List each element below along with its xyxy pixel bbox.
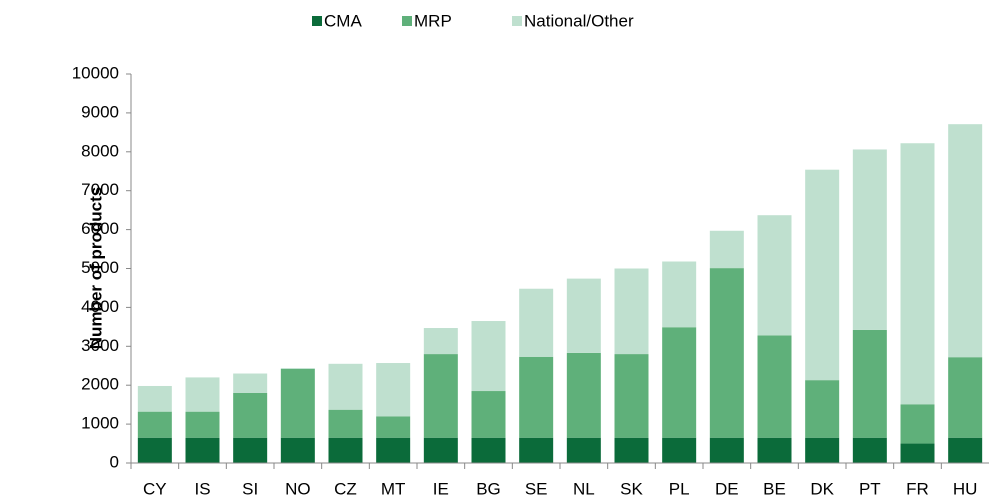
bar-segment [423, 437, 458, 463]
bar-segment [233, 437, 268, 463]
bar-segment [757, 437, 792, 463]
bar-segment [471, 437, 506, 463]
y-tick-label: 1000 [81, 414, 119, 433]
bar-segment [900, 143, 935, 405]
x-tick-label: NL [573, 479, 595, 498]
legend-label: National/Other [524, 11, 634, 30]
bar-segment [709, 230, 744, 269]
bar-segment [852, 329, 887, 438]
legend-label: CMA [324, 11, 362, 30]
bar-segment [566, 352, 601, 438]
x-tick-label: SI [242, 479, 258, 498]
bar-segment [185, 411, 220, 438]
x-tick-label: FR [906, 479, 929, 498]
y-tick-label: 8000 [81, 141, 119, 160]
x-tick-label: MT [381, 479, 406, 498]
legend-swatch [512, 16, 522, 26]
x-tick-label: PL [669, 479, 690, 498]
bar-segment [709, 437, 744, 463]
y-tick-label: 0 [110, 452, 119, 471]
bar-segment [662, 327, 697, 438]
bar-segment [614, 268, 649, 355]
x-tick-label: HU [953, 479, 978, 498]
bar-segment [280, 368, 315, 438]
y-tick-label: 5000 [81, 258, 119, 277]
bar-segment [471, 321, 506, 392]
x-tick-label: CY [143, 479, 167, 498]
x-tick-label: IS [194, 479, 210, 498]
bar-segment [137, 437, 172, 463]
bar-segment [519, 288, 554, 357]
bar-segment [376, 437, 411, 463]
x-tick-label: BE [763, 479, 786, 498]
y-tick-label: 4000 [81, 297, 119, 316]
y-tick-label: 10000 [72, 63, 119, 82]
bar-segment [137, 385, 172, 412]
x-tick-label: NO [285, 479, 311, 498]
x-tick-label: IE [433, 479, 449, 498]
bar-segment [471, 391, 506, 438]
y-tick-label: 7000 [81, 180, 119, 199]
bar-segment [280, 437, 315, 463]
bar-segment [280, 368, 315, 369]
bar-segment [233, 392, 268, 438]
bar-segment [328, 363, 363, 410]
x-tick-label: SK [620, 479, 643, 498]
bar-segment [423, 328, 458, 355]
bar-segment [662, 437, 697, 463]
bar-segment [328, 409, 363, 438]
legend-label: MRP [414, 11, 452, 30]
bar-segment [185, 377, 220, 412]
bar-segment [757, 215, 792, 336]
bar-segment [852, 149, 887, 330]
y-tick-label: 2000 [81, 375, 119, 394]
bar-segment [233, 373, 268, 393]
y-tick-label: 3000 [81, 336, 119, 355]
bar-segment [519, 437, 554, 463]
bar-segment [805, 169, 840, 381]
bar-segment [852, 437, 887, 463]
bar-segment [614, 437, 649, 463]
bar-segment [709, 268, 744, 438]
x-tick-label: DK [810, 479, 834, 498]
legend-swatch [312, 16, 322, 26]
bar-segment [614, 354, 649, 438]
x-tick-label: CZ [334, 479, 357, 498]
bar-segment [805, 380, 840, 438]
bar-segment [948, 357, 983, 438]
x-tick-label: PT [859, 479, 881, 498]
bar-segment [566, 437, 601, 463]
bar-segment [900, 404, 935, 444]
bar-segment [757, 335, 792, 438]
legend-swatch [402, 16, 412, 26]
bar-segment [900, 443, 935, 463]
bar-segment [137, 411, 172, 438]
bar-segment [328, 437, 363, 463]
bar-segment [948, 124, 983, 358]
bar-segment [948, 437, 983, 463]
x-tick-label: DE [715, 479, 739, 498]
bar-segment [519, 356, 554, 438]
bar-segment [423, 354, 458, 438]
x-tick-label: BG [476, 479, 501, 498]
bar-segment [376, 363, 411, 417]
bar-segment [376, 416, 411, 438]
bar-segment [566, 278, 601, 353]
y-axis-title: Number of products [86, 187, 105, 349]
bar-segment [805, 437, 840, 463]
y-tick-label: 6000 [81, 219, 119, 238]
bar-segment [662, 261, 697, 328]
bar-segment [185, 437, 220, 463]
y-tick-label: 9000 [81, 102, 119, 121]
x-tick-label: SE [525, 479, 548, 498]
